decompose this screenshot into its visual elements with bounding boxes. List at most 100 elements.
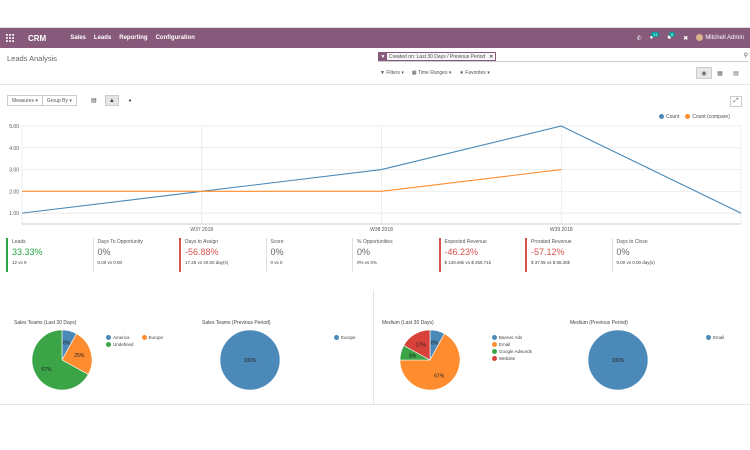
tools-icon[interactable]: ✖ (683, 35, 689, 42)
kpi-row: Leads 33.33% 12 vs 9 Days To Opportunity 0% 0… (6, 238, 706, 272)
pie-legend-label: Europe (148, 335, 164, 340)
legend-dot (334, 335, 339, 340)
kpi-card[interactable]: Prorated Revenue -57.12% $ 37.9k vs $ 88.3… (525, 238, 612, 272)
menu-leads[interactable]: Leads (93, 35, 112, 41)
kpi-card[interactable]: Days To Opportunity 0% 0.00 vs 0.00 (92, 238, 180, 272)
pie-legend: Email (706, 334, 724, 341)
pie-slice (61, 333, 93, 375)
legend-dot (685, 114, 691, 120)
kpi-value: 0% (97, 247, 111, 257)
pie-charts: Sales Teams (Last 30 Days) 8% 25% 67% Americ… (0, 288, 750, 408)
pie-legend-item[interactable]: America (106, 334, 134, 341)
page-title: Leads Analysis (7, 54, 58, 63)
pie-slice (403, 329, 431, 361)
pie-legend-item[interactable]: Email (706, 334, 724, 341)
menu-reporting[interactable]: Reporting (119, 35, 148, 41)
favorites-dropdown[interactable]: ★ Favorites ▾ (459, 70, 490, 76)
pie-legend-item[interactable]: Europe (334, 334, 356, 341)
y-tick-label: 1.00 (9, 211, 19, 217)
app-brand[interactable]: CRM (28, 33, 47, 43)
search-icon[interactable]: ⚲ (743, 53, 748, 59)
messages-icon[interactable]: ●11 (649, 32, 660, 41)
pie-chart: 8%25% 67% (31, 329, 93, 391)
search-facet[interactable]: ▼ Created on: Last 30 Days / Previous Pe… (378, 52, 497, 61)
pie-legend-label: Google Adwords (499, 349, 533, 354)
legend-item-count-compare[interactable]: Count (compare) (685, 114, 730, 120)
pivot-view-icon[interactable]: ▦ (717, 70, 723, 77)
legend-dot (106, 342, 111, 347)
line-chart-icon[interactable]: ▲ (104, 95, 119, 106)
y-tick-label: 3.00 (9, 168, 19, 174)
pie-legend-item[interactable]: Undefined (106, 341, 134, 348)
divider (0, 404, 750, 405)
kpi-comparison: 0.00 vs 0.00 day(s) (616, 260, 655, 265)
control-panel: Leads Analysis ▼ Created on: Last 30 Day… (0, 48, 750, 85)
dashboard-view-icon[interactable]: ◉ (696, 67, 712, 79)
expand-icon[interactable]: ⤢ (730, 96, 742, 107)
pie-legend: America Europe Undefined (106, 334, 163, 348)
pie-legend-label: Banner Ads (499, 335, 523, 340)
chart-legend: Count Count (compare) (659, 114, 730, 120)
pie-slice-label: 67% (41, 367, 52, 373)
kpi-comparison: 12 vs 9 (12, 260, 27, 265)
activities-icon[interactable]: ■6 (667, 32, 676, 41)
pie-legend-item[interactable]: Google Adwords (492, 348, 532, 355)
kpi-title: Days to Assign (185, 239, 219, 245)
group-by-button[interactable]: Group By ▾ (42, 95, 77, 106)
phone-icon[interactable]: ✆ (636, 35, 642, 42)
pie-slice-label: 100% (612, 358, 625, 364)
messages-badge: 11 (651, 32, 660, 37)
kpi-card[interactable]: Days to Close 0% 0.00 vs 0.00 day(s) (611, 238, 699, 272)
legend-dot (141, 335, 147, 340)
bar-chart-icon[interactable]: ▤ (91, 98, 97, 104)
y-tick-label: 2.00 (9, 189, 19, 195)
app-window: CRM Sales Leads Reporting Configuration … (0, 27, 750, 405)
kpi-card[interactable]: Expected Revenue -46.23% $ 139.66k vs $ 25… (438, 238, 526, 272)
legend-item-count[interactable]: Count (659, 114, 679, 120)
search-bar[interactable]: ▼ Created on: Last 30 Days / Previous Pe… (378, 52, 748, 62)
pie-slice-label: 25% (74, 353, 85, 359)
remove-facet-icon[interactable]: ✕ (489, 53, 494, 60)
pie-slice-label: 8% (63, 341, 71, 347)
menu-configuration[interactable]: Configuration (155, 35, 195, 41)
pie-legend-item[interactable]: Banner Ads (492, 334, 532, 341)
kpi-comparison: 0.00 vs 0.00 (97, 260, 123, 265)
pie-title: Medium (Previous Period) (570, 320, 628, 326)
y-tick-label: 5.00 (9, 124, 19, 130)
pie-legend-item[interactable]: Website (492, 355, 532, 362)
apps-menu-icon[interactable] (0, 28, 20, 48)
graph-view-icon[interactable]: ▤ (733, 70, 739, 77)
kpi-card[interactable]: Score 0% 0 vs 0 (265, 238, 353, 272)
pie-slice-label: 8% (409, 354, 417, 360)
pie-legend-item[interactable]: Europe (141, 334, 164, 341)
kpi-title: Leads (12, 239, 26, 245)
pie-legend-item[interactable]: Email (492, 341, 532, 348)
view-switcher: ◉ ▦ ▤ (696, 67, 744, 79)
kpi-card[interactable]: % Opportunities 0% 0% vs 0% (352, 238, 439, 272)
kpi-value: -57.12% (531, 247, 565, 257)
kpi-value: 0% (616, 247, 630, 257)
pie-chart-icon[interactable]: ◕ (128, 97, 132, 104)
kpi-title: Score (270, 239, 284, 245)
legend-dot (706, 335, 711, 340)
pie-slice-label: 8% (431, 341, 439, 347)
y-tick-label: 4.00 (9, 146, 19, 152)
kpi-comparison: $ 37.9k vs $ 88.38k (531, 260, 571, 265)
filters-dropdown[interactable]: ▼ Filters ▾ (380, 70, 404, 76)
line-chart: 1.00 2.00 3.00 4.00 5.00 W37 2018 W38 2018 W39 … (9, 124, 742, 232)
kpi-title: Days To Opportunity (97, 239, 143, 245)
measures-button[interactable]: Measures ▾ (7, 95, 43, 106)
user-menu[interactable]: Mitchell Admin (696, 34, 744, 42)
legend-dot (492, 356, 497, 361)
graph-toolbar: Measures ▾ Group By ▾ ▤ ▲ ◕ (7, 95, 137, 106)
time-ranges-dropdown[interactable]: ▦ Time Ranges ▾ (411, 70, 452, 76)
pie-title: Medium (Last 30 Days) (382, 320, 434, 326)
menu-sales[interactable]: Sales (70, 35, 86, 41)
kpi-comparison: $ 139.66k vs $ 259.71k (444, 260, 492, 265)
legend-dot (659, 114, 664, 120)
pie-legend-label: Email (713, 335, 725, 340)
kpi-card[interactable]: Leads 33.33% 12 vs 9 (6, 238, 93, 272)
kpi-value: -46.23% (444, 247, 479, 257)
kpi-card[interactable]: Days to Assign -56.88% 17.25 vs 40.00 day(… (179, 238, 266, 272)
kpi-comparison: 0% vs 0% (357, 260, 378, 265)
